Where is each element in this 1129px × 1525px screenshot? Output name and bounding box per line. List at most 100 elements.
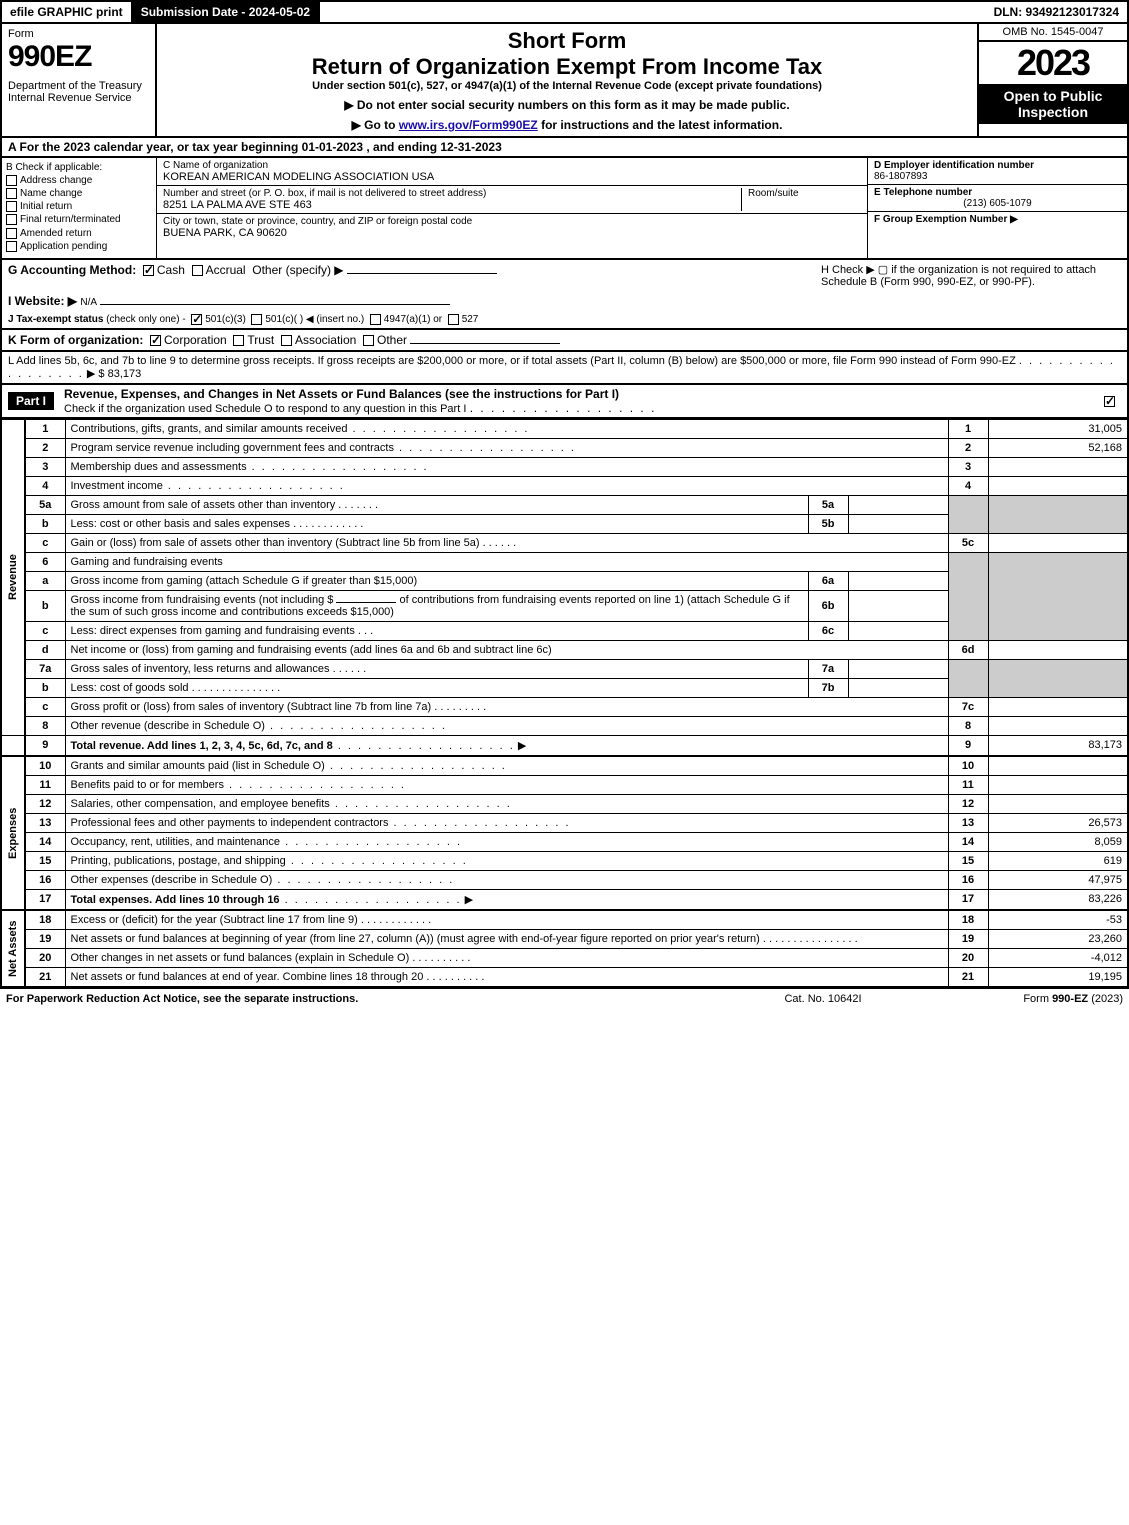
city-label: City or town, state or province, country… (163, 216, 861, 227)
ein-label: D Employer identification number (874, 160, 1121, 171)
open-to-public: Open to Public Inspection (979, 84, 1127, 124)
line11-amount (988, 775, 1128, 794)
box-g-label: G Accounting Method: (8, 263, 136, 277)
instruction-1: ▶ Do not enter social security numbers o… (165, 98, 969, 112)
part1-label: Part I (8, 392, 54, 410)
dept-label: Department of the Treasury (8, 80, 149, 92)
line1-amount: 31,005 (988, 419, 1128, 438)
line3-amount (988, 457, 1128, 476)
line6a-amount (848, 571, 948, 590)
chk-527[interactable] (448, 314, 459, 325)
line21-amount: 19,195 (988, 967, 1128, 987)
box-h: H Check ▶ ▢ if the organization is not r… (821, 263, 1121, 288)
line5b-amount (848, 514, 948, 533)
line2-amount: 52,168 (988, 438, 1128, 457)
chk-name-change[interactable]: Name change (6, 188, 152, 199)
line6d-amount (988, 640, 1128, 659)
chk-501c3[interactable] (191, 314, 202, 325)
box-k: K Form of organization: Corporation Trus… (0, 330, 1129, 352)
instr2-pre: ▶ Go to (352, 118, 399, 132)
form-number: 990EZ (8, 40, 149, 74)
line13-amount: 26,573 (988, 813, 1128, 832)
form-title: Return of Organization Exempt From Incom… (165, 54, 969, 80)
phone-value: (213) 605-1079 (874, 198, 1121, 209)
header-left: Form 990EZ Department of the Treasury In… (2, 24, 157, 136)
revenue-label: Revenue (1, 419, 25, 735)
efile-label[interactable]: efile GRAPHIC print (2, 2, 133, 22)
chk-501c[interactable] (251, 314, 262, 325)
top-bar: efile GRAPHIC print Submission Date - 20… (0, 0, 1129, 24)
box-c: C Name of organization KOREAN AMERICAN M… (157, 158, 867, 258)
chk-corporation[interactable] (150, 335, 161, 346)
chk-accrual[interactable] (192, 265, 203, 276)
irs-link[interactable]: www.irs.gov/Form990EZ (399, 118, 538, 132)
chk-amended-return[interactable]: Amended return (6, 228, 152, 239)
chk-initial-return[interactable]: Initial return (6, 201, 152, 212)
header-center: Short Form Return of Organization Exempt… (157, 24, 977, 136)
box-def: D Employer identification number 86-1807… (867, 158, 1127, 258)
chk-other-org[interactable] (363, 335, 374, 346)
line17-amount: 83,226 (988, 889, 1128, 910)
box-ghij: G Accounting Method: Cash Accrual Other … (0, 260, 1129, 330)
line12-amount (988, 794, 1128, 813)
form-header: Form 990EZ Department of the Treasury In… (0, 24, 1129, 138)
box-b: B Check if applicable: Address change Na… (2, 158, 157, 258)
irs-label: Internal Revenue Service (8, 92, 149, 104)
chk-cash[interactable] (143, 265, 154, 276)
line8-amount (988, 716, 1128, 735)
box-k-label: K Form of organization: (8, 333, 143, 347)
chk-4947[interactable] (370, 314, 381, 325)
part1-title: Revenue, Expenses, and Changes in Net As… (64, 387, 619, 401)
expenses-label: Expenses (1, 756, 25, 910)
footer-center: Cat. No. 10642I (723, 993, 923, 1005)
line5a-amount (848, 495, 948, 514)
box-b-title: B Check if applicable: (6, 162, 152, 173)
ein-value: 86-1807893 (874, 171, 1121, 182)
line7b-amount (848, 678, 948, 697)
box-l: L Add lines 5b, 6c, and 7b to line 9 to … (0, 352, 1129, 385)
page-footer: For Paperwork Reduction Act Notice, see … (0, 988, 1129, 1009)
chk-schedule-o[interactable] (1104, 396, 1115, 407)
form-label: Form (8, 28, 149, 40)
line14-amount: 8,059 (988, 832, 1128, 851)
org-address: 8251 LA PALMA AVE STE 463 (163, 199, 741, 211)
instr2-post: for instructions and the latest informat… (538, 118, 783, 132)
phone-label: E Telephone number (874, 187, 1121, 198)
line18-amount: -53 (988, 910, 1128, 930)
section-a: A For the 2023 calendar year, or tax yea… (0, 138, 1129, 158)
org-city: BUENA PARK, CA 90620 (163, 227, 861, 239)
footer-left: For Paperwork Reduction Act Notice, see … (6, 993, 723, 1005)
tax-year: 2023 (979, 42, 1127, 84)
org-name-label: C Name of organization (163, 160, 861, 171)
line10-amount (988, 756, 1128, 776)
dln: DLN: 93492123017324 (986, 2, 1127, 22)
short-form-title: Short Form (165, 28, 969, 54)
section-a-text: A For the 2023 calendar year, or tax yea… (8, 140, 502, 154)
chk-address-change[interactable]: Address change (6, 175, 152, 186)
line4-amount (988, 476, 1128, 495)
part1-chktext: Check if the organization used Schedule … (64, 403, 466, 415)
box-j: J Tax-exempt status (check only one) - 5… (2, 311, 1127, 328)
line7c-amount (988, 697, 1128, 716)
chk-association[interactable] (281, 335, 292, 346)
box-g: G Accounting Method: Cash Accrual Other … (8, 263, 821, 288)
box-j-label: J Tax-exempt status (8, 314, 103, 325)
chk-application-pending[interactable]: Application pending (6, 241, 152, 252)
omb-number: OMB No. 1545-0047 (979, 24, 1127, 42)
line5c-amount (988, 533, 1128, 552)
form-subtitle: Under section 501(c), 527, or 4947(a)(1)… (165, 80, 969, 92)
org-name: KOREAN AMERICAN MODELING ASSOCIATION USA (163, 171, 861, 183)
part1-table: Revenue 1 Contributions, gifts, grants, … (0, 419, 1129, 988)
submission-date: Submission Date - 2024-05-02 (133, 2, 320, 22)
line16-amount: 47,975 (988, 870, 1128, 889)
line20-amount: -4,012 (988, 948, 1128, 967)
box-l-amount: ▶ $ 83,173 (87, 368, 141, 380)
box-i: I Website: ▶ N/A (2, 291, 1127, 311)
chk-final-return[interactable]: Final return/terminated (6, 214, 152, 225)
netassets-label: Net Assets (1, 910, 25, 987)
line6c-amount (848, 621, 948, 640)
box-i-label: I Website: ▶ (8, 294, 77, 308)
group-exemption-label: F Group Exemption Number ▶ (874, 214, 1121, 225)
chk-trust[interactable] (233, 335, 244, 346)
line6b-amount (848, 590, 948, 621)
